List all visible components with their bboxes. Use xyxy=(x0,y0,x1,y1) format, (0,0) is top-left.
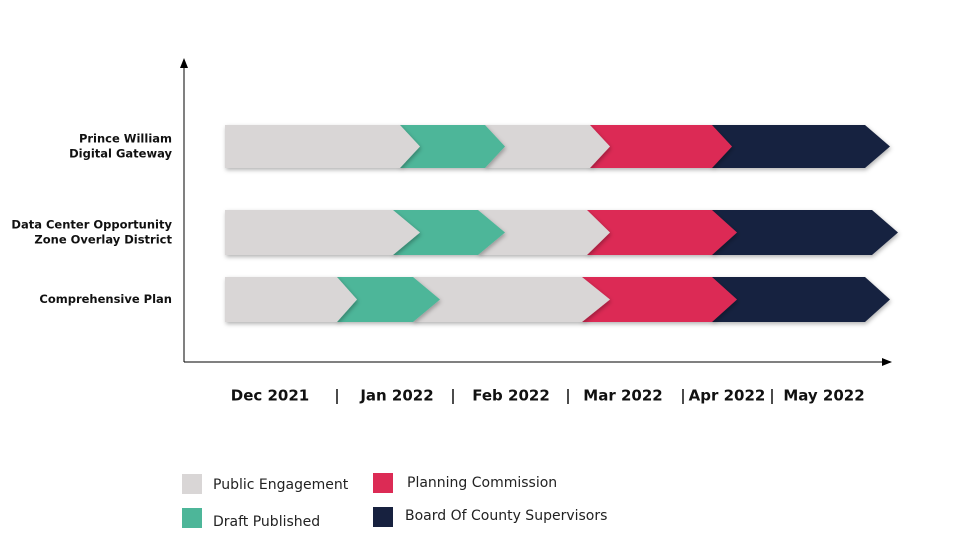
phase-segment xyxy=(225,210,420,255)
row-label: Comprehensive Plan xyxy=(39,292,172,306)
row-label: Data Center Opportunity xyxy=(11,218,172,232)
phase-segment xyxy=(712,125,890,168)
month-label: Jan 2022 xyxy=(359,387,433,405)
phase-segment xyxy=(587,210,737,255)
phase-segment xyxy=(225,125,420,168)
month-label: Feb 2022 xyxy=(472,387,550,405)
legend-swatch xyxy=(373,473,393,493)
x-axis-arrow xyxy=(882,358,892,366)
legend-swatch xyxy=(182,508,202,528)
month-label: Mar 2022 xyxy=(583,387,662,405)
phase-segment xyxy=(400,125,505,168)
month-label: May 2022 xyxy=(783,387,864,405)
row-label: Digital Gateway xyxy=(69,147,172,161)
phase-segment xyxy=(712,210,898,255)
phase-segment xyxy=(225,277,357,322)
legend-swatch xyxy=(182,474,202,494)
phase-segment xyxy=(582,277,737,322)
phase-segment xyxy=(590,125,732,168)
timeline-row xyxy=(225,277,890,322)
timeline-row xyxy=(225,125,890,168)
row-label: Prince William xyxy=(79,132,172,146)
y-axis-arrow xyxy=(180,58,188,68)
legend-label: Planning Commission xyxy=(407,475,557,491)
timeline-row xyxy=(225,210,898,255)
month-separators xyxy=(336,389,773,404)
phase-segment xyxy=(485,125,610,168)
phase-segment xyxy=(712,277,890,322)
month-label: Apr 2022 xyxy=(689,387,766,405)
legend-label: Draft Published xyxy=(213,514,320,530)
phase-segment xyxy=(393,210,505,255)
month-label: Dec 2021 xyxy=(231,387,310,405)
phase-segment xyxy=(337,277,440,322)
legend-label: Board Of County Supervisors xyxy=(405,508,607,524)
legend-label: Public Engagement xyxy=(213,477,349,493)
phase-segment xyxy=(413,277,610,322)
phase-segment xyxy=(478,210,610,255)
legend-swatch xyxy=(373,507,393,527)
row-label: Zone Overlay District xyxy=(34,233,172,247)
